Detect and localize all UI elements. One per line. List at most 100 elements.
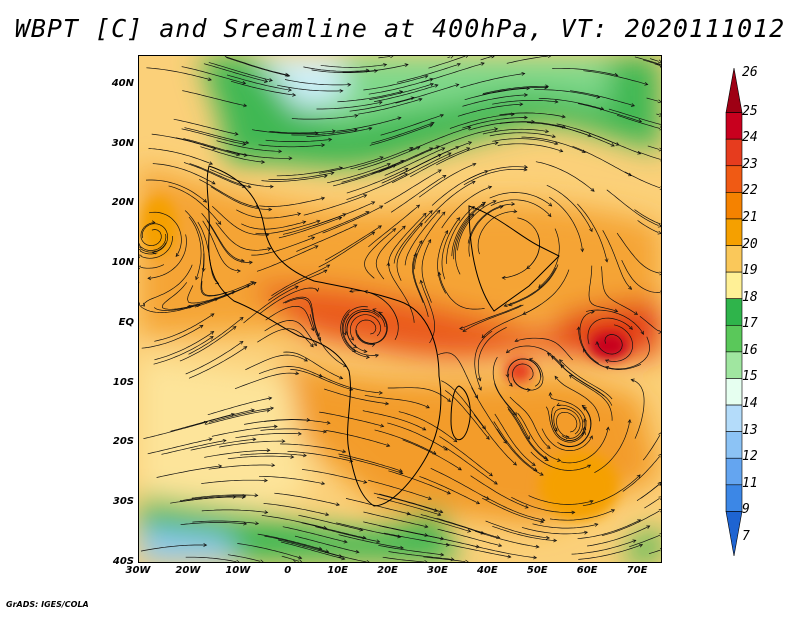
lon-tick-label: 10W — [225, 565, 251, 576]
streamline-arrow — [639, 543, 644, 548]
lat-tick-label: 40N — [111, 77, 134, 89]
streamline — [384, 147, 445, 176]
streamline — [517, 412, 561, 462]
streamline — [387, 387, 451, 402]
streamline — [601, 266, 638, 315]
streamline — [333, 164, 396, 187]
streamline-arrow — [548, 202, 553, 207]
streamline — [147, 438, 213, 455]
streamline-arrow — [354, 113, 359, 118]
streamline — [460, 73, 525, 89]
colorbar-swatch — [725, 138, 743, 167]
streamline-arrow — [581, 149, 586, 154]
streamline — [634, 209, 661, 225]
streamline-arrow — [513, 209, 518, 214]
streamline — [346, 167, 409, 194]
streamline-arrow — [406, 511, 411, 516]
streamline — [506, 56, 549, 64]
colorbar-label: 16 — [742, 342, 758, 358]
streamline-arrow — [151, 220, 156, 225]
streamline — [608, 108, 661, 125]
streamline — [344, 309, 386, 335]
streamline — [264, 419, 331, 424]
streamline-arrow — [571, 510, 576, 515]
streamline-arrow — [447, 152, 452, 157]
streamline — [577, 103, 642, 123]
streamline — [337, 91, 403, 103]
streamline — [192, 520, 259, 524]
streamline-arrow — [239, 340, 244, 345]
streamline-arrow — [325, 512, 330, 517]
streamline-arrow — [390, 56, 394, 59]
streamline — [211, 206, 269, 236]
streamline-arrow — [343, 539, 348, 544]
streamline — [175, 137, 240, 156]
streamline — [414, 211, 446, 270]
streamline-arrow — [234, 131, 239, 136]
streamline — [462, 94, 528, 107]
streamline-arrow — [139, 243, 141, 245]
streamline — [378, 544, 444, 556]
streamline-arrow — [424, 74, 429, 79]
colorbar-label: 22 — [742, 183, 758, 199]
streamline-arrow — [488, 472, 493, 477]
streamline — [146, 67, 212, 81]
streamline — [357, 146, 420, 171]
streamline-arrow — [295, 371, 300, 376]
lon-tick-label: 60E — [576, 565, 598, 576]
streamline-arrow — [485, 435, 490, 440]
streamline — [477, 326, 507, 381]
streamline-arrow — [503, 439, 507, 444]
streamline-arrow — [242, 142, 247, 146]
streamline-arrow — [533, 467, 538, 472]
streamline-arrow — [239, 316, 244, 321]
streamline — [147, 234, 187, 279]
streamline-arrow — [386, 262, 391, 267]
colorbar-swatch — [725, 67, 743, 113]
streamline — [369, 83, 434, 100]
streamline-arrow — [462, 328, 467, 332]
streamline-arrow — [292, 559, 296, 562]
streamline-arrow — [492, 56, 495, 59]
streamline-arrow — [250, 281, 255, 285]
streamline — [235, 433, 302, 439]
streamline — [339, 455, 403, 474]
streamline — [583, 348, 642, 370]
streamline-arrow — [363, 349, 368, 354]
streamline — [264, 320, 317, 346]
streamline — [311, 69, 378, 73]
streamline — [444, 390, 490, 440]
streamline-arrow — [310, 327, 315, 332]
streamline-arrow — [246, 284, 251, 289]
streamline-arrow — [175, 253, 180, 257]
streamline — [188, 317, 244, 355]
streamline-arrow — [428, 210, 433, 215]
streamline-arrow — [604, 258, 609, 263]
streamline — [504, 267, 557, 307]
streamline — [349, 314, 382, 341]
streamline-arrow — [347, 82, 352, 87]
streamline — [345, 498, 411, 515]
streamline — [276, 167, 343, 177]
streamline-arrow — [243, 103, 248, 108]
streamline — [201, 479, 268, 484]
streamline — [338, 534, 404, 549]
streamline-arrow — [353, 224, 358, 228]
streamline-arrow — [268, 78, 273, 82]
streamline — [545, 406, 586, 443]
map-panel — [138, 55, 662, 563]
streamline-arrow — [430, 121, 435, 126]
streamline — [260, 428, 327, 433]
lon-tick-label: 50E — [526, 565, 548, 576]
streamline-arrow — [341, 556, 346, 561]
streamline-arrow — [556, 402, 561, 407]
streamline — [553, 408, 581, 435]
streamline-arrow — [614, 308, 619, 313]
streamline-arrow — [418, 97, 423, 102]
streamline — [434, 128, 498, 150]
streamline-arrow — [232, 326, 237, 330]
streamline — [431, 170, 488, 206]
wbpt-streamline-map — [139, 56, 661, 562]
streamline — [287, 450, 353, 462]
streamline — [237, 543, 302, 559]
